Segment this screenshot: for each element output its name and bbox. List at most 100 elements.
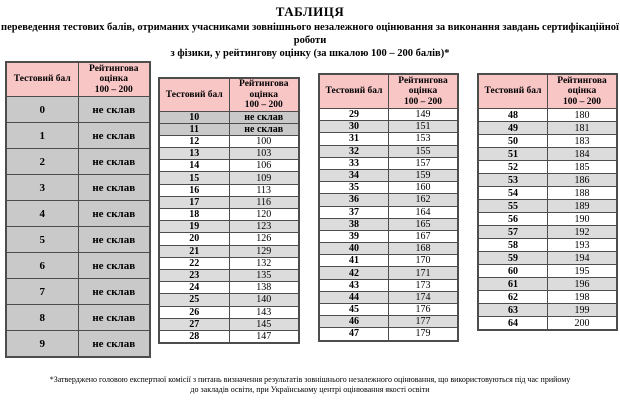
score-cell: 47 xyxy=(318,327,389,342)
score-table: Тестовий бал Рейтингова оцінка 100 – 200 0 не… xyxy=(5,61,151,358)
table-row: 55 189 xyxy=(477,199,618,213)
rating-cell: 179 xyxy=(388,327,459,342)
table-row: 5 не склав xyxy=(5,226,151,253)
table-row: 58 193 xyxy=(477,238,618,252)
rating-cell: 199 xyxy=(547,303,618,317)
column-header-rating: Рейтингова оцінка 100 – 200 xyxy=(547,73,618,109)
score-cell: 60 xyxy=(477,264,548,278)
rating-cell: 100 xyxy=(228,134,300,149)
score-cell: 44 xyxy=(318,290,389,305)
subtitle-line-2: з фізики, у рейтингову оцінку (за шкалою… xyxy=(170,48,450,59)
table-row: 53 186 xyxy=(477,173,618,187)
score-cell: 12 xyxy=(158,134,230,149)
rating-cell: 109 xyxy=(228,171,300,185)
score-cell: 61 xyxy=(477,277,548,291)
rating-cell: 164 xyxy=(388,205,459,219)
score-cell: 52 xyxy=(477,160,548,174)
score-cell: 16 xyxy=(158,183,230,197)
table-row: 0 не склав xyxy=(5,96,151,123)
rating-cell: 159 xyxy=(388,168,459,183)
rating-cell: 103 xyxy=(228,147,300,161)
conversion-table-0-9: Тестовий бал Рейтингова оцінка 100 – 200 0 не… xyxy=(5,61,151,358)
score-cell: 27 xyxy=(158,317,230,331)
document-header: ТАБЛИЦЯ переведення тестових балів, отри… xyxy=(0,0,620,60)
rating-cell: 198 xyxy=(547,290,618,304)
rating-cell: 188 xyxy=(547,186,618,200)
score-cell: 14 xyxy=(158,159,230,173)
score-cell: 53 xyxy=(477,173,548,187)
rating-cell: 135 xyxy=(228,268,300,283)
rating-cell: 186 xyxy=(547,173,618,187)
score-cell: 26 xyxy=(158,305,230,319)
score-cell: 37 xyxy=(318,205,389,219)
rating-cell: не склав xyxy=(77,226,151,253)
rating-cell: 176 xyxy=(388,302,459,317)
table-row: 48 180 xyxy=(477,108,618,122)
rating-cell: 145 xyxy=(228,317,300,331)
rating-cell: 200 xyxy=(547,316,618,331)
table-row: 42 171 xyxy=(318,266,459,280)
table-row: 61 196 xyxy=(477,277,618,291)
table-row: 64 200 xyxy=(477,316,618,331)
table-row: 11 не склав xyxy=(158,122,300,136)
rating-cell: 138 xyxy=(228,281,300,295)
table-row: 14 106 xyxy=(158,159,300,173)
table-row: 22 132 xyxy=(158,256,300,270)
score-cell: 11 xyxy=(158,122,230,136)
rating-cell: 192 xyxy=(547,225,618,239)
score-cell: 55 xyxy=(477,199,548,213)
table-row: 16 113 xyxy=(158,183,300,197)
score-cell: 8 xyxy=(5,304,79,331)
score-table: Тестовий бал Рейтингова оцінка 100 – 200 10 н… xyxy=(158,77,300,345)
score-cell: 48 xyxy=(477,108,548,122)
score-cell: 33 xyxy=(318,156,389,170)
table-row: 13 103 xyxy=(158,147,300,161)
rating-cell: 184 xyxy=(547,147,618,161)
score-cell: 41 xyxy=(318,254,389,268)
score-cell: 32 xyxy=(318,144,389,158)
column-header-rating: Рейтингова оцінка 100 – 200 xyxy=(77,61,151,97)
score-cell: 31 xyxy=(318,132,389,146)
score-cell: 38 xyxy=(318,217,389,231)
score-cell: 34 xyxy=(318,168,389,183)
table-row: 36 162 xyxy=(318,193,459,207)
score-cell: 58 xyxy=(477,238,548,252)
score-cell: 24 xyxy=(158,281,230,295)
rating-cell: 126 xyxy=(228,232,300,246)
table-row: 10 не склав xyxy=(158,110,300,124)
rating-cell: не склав xyxy=(228,122,300,136)
rating-cell: 183 xyxy=(547,134,618,148)
table-row: 29 149 xyxy=(318,107,459,122)
table-row: 24 138 xyxy=(158,281,300,295)
score-cell: 43 xyxy=(318,278,389,292)
score-cell: 5 xyxy=(5,226,79,253)
table-row: 63 199 xyxy=(477,303,618,317)
rating-cell: 167 xyxy=(388,229,459,244)
score-cell: 46 xyxy=(318,315,389,329)
rating-cell: не склав xyxy=(228,110,300,124)
score-cell: 2 xyxy=(5,148,79,175)
table-row: 45 176 xyxy=(318,302,459,317)
table-row: 43 173 xyxy=(318,278,459,292)
score-cell: 57 xyxy=(477,225,548,239)
table-row: 6 не склав xyxy=(5,252,151,279)
score-cell: 4 xyxy=(5,200,79,227)
table-row: 8 не склав xyxy=(5,304,151,331)
rating-cell: не склав xyxy=(77,174,151,201)
page-title: ТАБЛИЦЯ xyxy=(275,4,345,19)
table-row: 34 159 xyxy=(318,168,459,183)
table-row: 15 109 xyxy=(158,171,300,185)
rating-cell: 195 xyxy=(547,264,618,278)
score-table: Тестовий бал Рейтингова оцінка 100 – 200 48 1… xyxy=(477,73,618,331)
footnote-line-1: *Затверджено головою експертної комісії … xyxy=(49,375,571,384)
score-cell: 7 xyxy=(5,278,79,305)
table-row: 41 170 xyxy=(318,254,459,268)
score-cell: 21 xyxy=(158,244,230,258)
rating-cell: 162 xyxy=(388,193,459,207)
table-row: 2 не склав xyxy=(5,148,151,175)
rating-cell: 189 xyxy=(547,199,618,213)
score-cell: 59 xyxy=(477,251,548,265)
column-header-score: Тестовий бал xyxy=(158,77,230,112)
table-row: 27 145 xyxy=(158,317,300,331)
